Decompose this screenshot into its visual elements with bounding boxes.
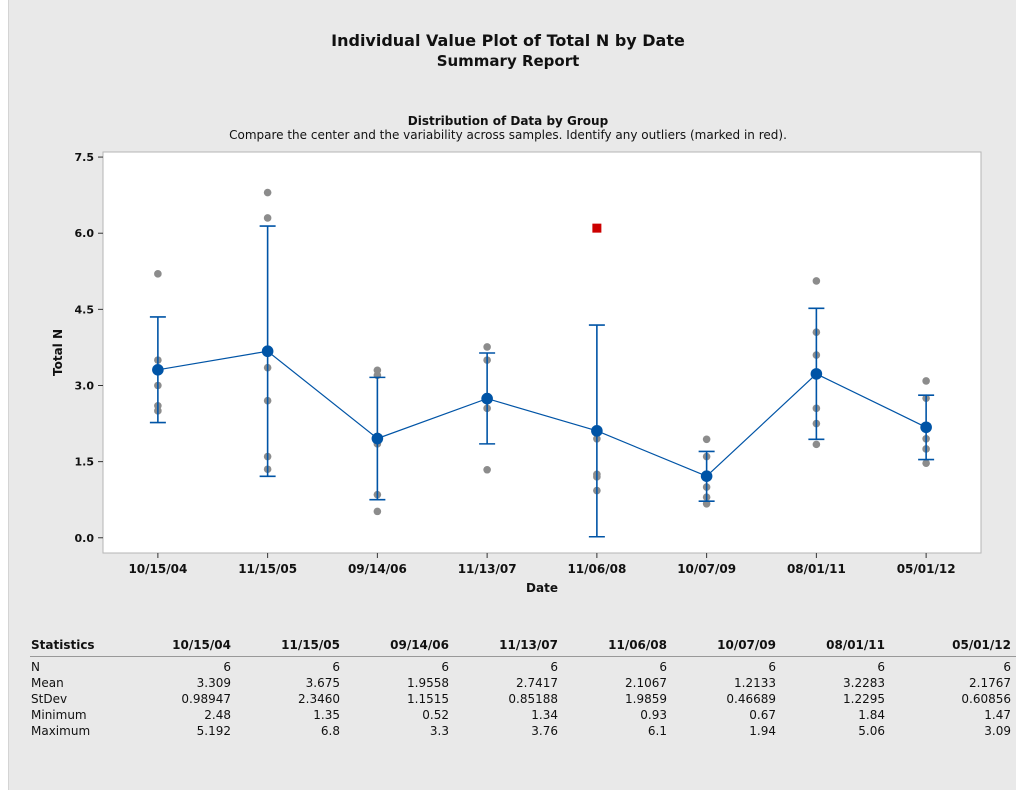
- stat-value: 6: [441, 660, 449, 674]
- stat-row-label: N: [31, 660, 40, 674]
- stat-value: 3.09: [984, 724, 1011, 738]
- y-tick-label: 3.0: [75, 379, 95, 392]
- data-point: [702, 435, 711, 444]
- stat-value: 2.1767: [969, 676, 1011, 690]
- stat-value: 3.3: [429, 724, 449, 738]
- data-point: [263, 188, 272, 197]
- y-tick-label: 0.0: [75, 532, 95, 545]
- report-title: Individual Value Plot of Total N by Date: [331, 31, 685, 50]
- x-tick-label: 10/15/04: [128, 562, 187, 576]
- x-tick-label: 05/01/12: [897, 562, 956, 576]
- stat-value: 2.1067: [625, 676, 667, 690]
- stat-column-header: 09/14/06: [390, 638, 449, 652]
- stat-value: 5.06: [858, 724, 885, 738]
- stat-value: 5.192: [196, 724, 231, 738]
- data-point: [922, 459, 930, 467]
- stat-column-header: 11/13/07: [499, 638, 558, 652]
- data-point: [263, 214, 272, 222]
- stat-value: 1.9859: [625, 692, 667, 706]
- stat-value: 6.8: [320, 724, 340, 738]
- data-point: [154, 270, 162, 278]
- data-point: [373, 507, 382, 516]
- mean-point: [810, 368, 823, 380]
- stat-value: 1.9558: [407, 676, 449, 690]
- stat-value: 1.84: [858, 708, 885, 722]
- x-tick-label: 08/01/11: [787, 562, 846, 576]
- mean-point: [920, 421, 932, 434]
- stat-value: 6: [1003, 660, 1011, 674]
- individual-value-plot: 0.0 1.5 3.0 4.5 6.0 7.5 10/15/04 11/15/05 09/14/…: [51, 151, 982, 595]
- stat-value: 2.3460: [298, 692, 340, 706]
- stat-value: 1.2295: [843, 692, 885, 706]
- x-tick-label: 11/13/07: [458, 562, 517, 576]
- stat-row-label: Minimum: [31, 708, 87, 722]
- stat-value: 0.52: [422, 708, 449, 722]
- stat-value: 1.1515: [407, 692, 449, 706]
- y-tick-label: 7.5: [75, 151, 95, 164]
- stat-value: 1.34: [531, 708, 558, 722]
- stat-row-label: Maximum: [31, 724, 91, 738]
- stat-value: 0.85188: [508, 692, 558, 706]
- statistics-divider: [30, 656, 1016, 657]
- stat-value: 0.98947: [181, 692, 231, 706]
- mean-connect-line: [157, 350, 927, 477]
- data-point: [812, 440, 821, 449]
- stat-column-header: 11/15/05: [281, 638, 340, 652]
- stat-value: 0.93: [640, 708, 667, 722]
- data-point: [922, 377, 930, 385]
- x-tick-label: 11/06/08: [567, 562, 626, 576]
- stat-value: 0.60856: [961, 692, 1011, 706]
- stat-value: 0.67: [749, 708, 776, 722]
- data-point: [812, 277, 821, 285]
- stat-value: 6.1: [647, 724, 667, 738]
- stat-value: 6: [332, 660, 340, 674]
- stat-value: 3.2283: [843, 676, 885, 690]
- stat-value: 1.47: [984, 708, 1011, 722]
- statistics-header: Statistics: [31, 638, 95, 652]
- stat-value: 2.7417: [516, 676, 558, 690]
- mean-point: [261, 345, 274, 358]
- stat-value: 6: [659, 660, 667, 674]
- stat-value: 1.94: [749, 724, 776, 738]
- mean-point: [591, 425, 603, 437]
- stat-column-header: 10/15/04: [172, 638, 231, 652]
- plot-area: [102, 151, 982, 554]
- report-subtitle: Summary Report: [436, 52, 580, 70]
- stat-value: 3.309: [196, 676, 231, 690]
- section-title: Distribution of Data by Group: [407, 114, 609, 128]
- section-description: Compare the center and the variability a…: [229, 128, 787, 142]
- mean-point: [152, 364, 164, 376]
- mean-point: [371, 432, 384, 445]
- stat-value: 6: [550, 660, 558, 674]
- stat-row-label: Mean: [31, 676, 64, 690]
- x-tick-label: 09/14/06: [348, 562, 407, 576]
- x-tick-label: 10/07/09: [677, 562, 736, 576]
- outlier-point: [592, 223, 602, 233]
- y-tick-label: 4.5: [75, 303, 95, 316]
- data-point: [483, 343, 491, 351]
- data-point: [483, 465, 491, 474]
- y-axis-label: Total N: [51, 329, 65, 376]
- stat-value: 3.76: [531, 724, 558, 738]
- stat-value: 6: [223, 660, 231, 674]
- mean-point: [481, 392, 493, 405]
- y-tick-label: 6.0: [75, 227, 95, 240]
- stat-row-label: StDev: [31, 692, 68, 706]
- stat-column-header: 10/07/09: [717, 638, 776, 652]
- x-axis-label: Date: [526, 581, 558, 595]
- stat-value: 2.48: [204, 708, 231, 722]
- stat-column-header: 11/06/08: [608, 638, 667, 652]
- mean-point: [700, 470, 713, 482]
- x-tick-label: 11/15/05: [238, 562, 297, 576]
- stat-value: 1.2133: [734, 676, 776, 690]
- stat-value: 6: [877, 660, 885, 674]
- stat-column-header: 05/01/12: [952, 638, 1011, 652]
- stat-column-header: 08/01/11: [826, 638, 885, 652]
- y-tick-label: 1.5: [75, 456, 95, 469]
- stat-value: 0.46689: [726, 692, 776, 706]
- stat-value: 6: [768, 660, 776, 674]
- stat-value: 1.35: [313, 708, 340, 722]
- stat-value: 3.675: [305, 676, 340, 690]
